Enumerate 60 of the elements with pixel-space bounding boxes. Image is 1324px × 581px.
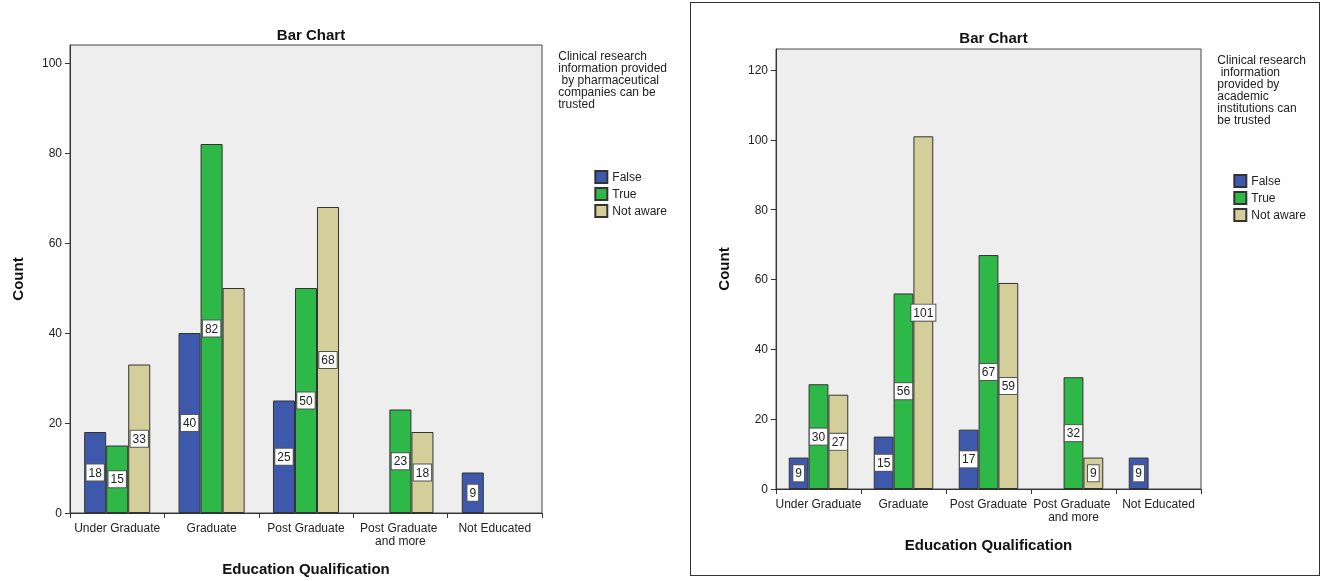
x-tick-label: Graduate [878, 496, 929, 511]
data-label: 9 [795, 466, 803, 481]
x-tick-label: Post Graduate [949, 496, 1028, 511]
y-tick-label: 40 [48, 326, 63, 340]
legend-label: False [612, 170, 642, 184]
data-label: 17 [961, 452, 976, 467]
legend-label: True [612, 187, 637, 201]
text: 50 [299, 393, 313, 408]
data-label: 9 [1135, 466, 1143, 481]
data-label: 59 [1001, 378, 1016, 393]
legend-title: Clinical research information provided by pharmaceutical companies can be trusted [558, 49, 668, 111]
legend-label: False [1251, 174, 1281, 188]
legend-title: Clinical research information provided by academic institutions can be trusted [1217, 53, 1306, 127]
y-axis-title: Count [715, 247, 732, 291]
y-tick-label: 120 [747, 62, 769, 77]
y-tick-label: 100 [747, 132, 769, 147]
y-tick-label: 20 [48, 416, 63, 430]
x-tick-label: Post Graduate and more [1033, 496, 1114, 524]
data-label: 9 [1089, 466, 1097, 481]
data-label: 15 [876, 455, 891, 470]
x-tick-label: Post Graduate [267, 520, 346, 535]
text: 18 [415, 465, 430, 480]
data-label: 30 [811, 429, 826, 444]
y-tick-label: 100 [41, 56, 63, 70]
y-tick-label: 20 [754, 412, 769, 427]
data-label: 32 [1066, 426, 1081, 441]
text: 33 [132, 431, 146, 446]
text: 15 [110, 472, 124, 487]
x-tick-label: Not Educated [1122, 496, 1195, 511]
legend-label: True [1251, 191, 1276, 205]
y-tick-label: 80 [754, 202, 769, 217]
x-tick-label: Graduate [186, 520, 237, 535]
y-tick-label: 0 [761, 482, 769, 496]
x-tick-label: Under Graduate [74, 520, 161, 535]
x-axis-title: Education Qualification [222, 560, 390, 577]
y-tick-label: 0 [55, 506, 63, 520]
y-tick-label: 60 [754, 272, 769, 287]
text: 9 [469, 485, 477, 500]
y-tick-label: 80 [48, 146, 63, 160]
text: 68 [321, 353, 335, 367]
x-tick-label: Post Graduate and more [360, 520, 441, 548]
data-label: 27 [831, 434, 846, 449]
text: 40 [182, 416, 197, 430]
text: 23 [393, 454, 408, 469]
text: 18 [88, 465, 102, 480]
y-tick-label: 60 [48, 236, 63, 250]
y-axis-title: Count [9, 257, 26, 301]
text: 25 [277, 449, 291, 464]
data-label: 101 [913, 305, 934, 320]
data-label: 56 [896, 384, 911, 399]
chart-title: Bar Chart [276, 26, 346, 43]
x-tick-label: Under Graduate [775, 496, 862, 511]
x-axis-title: Education Qualification [904, 536, 1073, 553]
legend-label: Not aware [1251, 208, 1307, 222]
chart-title: Bar Chart [959, 29, 1028, 46]
y-tick-label: 40 [754, 342, 769, 357]
x-tick-label: Not Educated [458, 520, 532, 535]
legend-label: Not aware [612, 204, 668, 218]
text: 82 [204, 321, 219, 336]
data-label: 67 [981, 365, 996, 380]
